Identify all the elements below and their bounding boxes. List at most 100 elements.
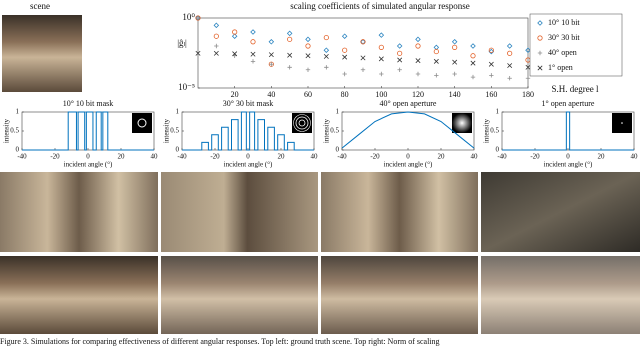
x-tick-label: 20 [231,90,239,99]
data-point [324,65,329,70]
chart-title: 10° 10 bit mask [63,99,114,108]
x-tick-label: 100 [375,90,387,99]
data-point [250,51,256,57]
data-point [323,47,330,53]
data-point [269,62,274,67]
data-point [287,65,292,70]
data-point [305,36,311,43]
data-point [305,53,311,59]
x-tick-label: -40 [17,153,27,161]
legend-label: 40° open [548,48,577,57]
data-point [342,47,348,53]
data-point [378,32,385,38]
line [182,111,314,151]
y-tick-label: 0 [336,146,340,154]
data-point [397,57,403,63]
data-point [231,33,238,39]
data-point [452,44,458,50]
chart-title: scaling coefficients of simulated angula… [290,1,470,11]
data-point [470,43,476,49]
inset-dot [621,122,623,124]
data-point [470,53,476,59]
legend-marker [537,50,543,56]
data-point [397,50,403,56]
data-point [250,59,256,64]
legend-label: 30° 30 bit [548,33,580,42]
x-tick-label: -40 [177,153,187,161]
photo [161,172,318,252]
x-tick-label: -20 [50,153,60,161]
data-point [507,63,513,69]
data-point [525,47,531,53]
y-tick-label: 1 [496,108,500,116]
y-tick-label: 1 [176,108,180,116]
data-point [342,71,347,77]
y-axis-label: intensity [483,118,491,143]
line [341,111,475,149]
y-tick-label: 0 [176,146,180,154]
legend-label: 10° 10 bit [548,18,580,27]
legend-marker [537,65,543,71]
x-tick-label: 120 [412,90,424,99]
legend-marker [537,35,543,41]
y-axis-label: |ĝₗ| [177,38,187,48]
data-point [268,52,274,58]
data-point [286,30,293,37]
data-point [433,58,439,64]
data-point [287,36,293,42]
scene-label: scene [30,1,50,11]
photo [161,256,318,334]
caption: Figure 3. Simulations for comparing effe… [0,337,440,346]
data-point [396,43,403,49]
plot-frame [197,17,529,89]
y-tick-label: 0 [16,146,20,154]
line [22,111,154,151]
data-point [452,59,458,65]
inset-ring [298,119,306,127]
data-point [470,74,476,80]
chart-title: 1° open aperture [542,99,595,108]
data-point [525,64,531,70]
x-tick-label: -40 [497,153,507,161]
x-tick-label: 140 [449,90,461,99]
x-tick-label: 40 [631,153,639,161]
x-tick-label: 0 [246,153,250,161]
x-tick-label: -20 [530,153,540,161]
x-tick-label: -20 [370,153,380,161]
photo [0,172,158,252]
y-axis-label: intensity [3,118,11,143]
photo [481,172,640,252]
data-point [195,15,201,21]
data-point [434,73,439,78]
data-point [341,33,348,39]
x-axis-label: S.H. degree l [552,84,599,94]
data-point [250,39,256,45]
legend-box [529,13,623,77]
x-tick-label: 40 [471,153,479,161]
y-tick-label: 0.5 [10,127,19,135]
mask-insets [132,113,632,133]
chart-title: 30° 30 bit mask [223,99,274,108]
data-point [397,67,402,72]
x-tick-label: 40 [267,90,275,99]
inset-ring [295,116,309,130]
data-point [213,50,219,56]
data-point [360,55,366,61]
data-point [433,48,439,55]
photo [0,256,158,334]
data-point [232,51,238,57]
data-point [452,71,457,77]
y-tick-label: 10⁻⁵ [178,82,195,92]
data-point [305,43,311,49]
data-point [323,53,329,59]
data-point [305,67,311,72]
x-tick-label: 180 [522,90,534,99]
x-tick-label: 160 [485,90,497,99]
x-tick-label: 40 [311,153,319,161]
data-point [525,76,531,81]
y-axis-label: intensity [163,118,171,143]
data-point [488,61,494,67]
photo-grid [0,172,640,334]
data-point [415,71,421,77]
